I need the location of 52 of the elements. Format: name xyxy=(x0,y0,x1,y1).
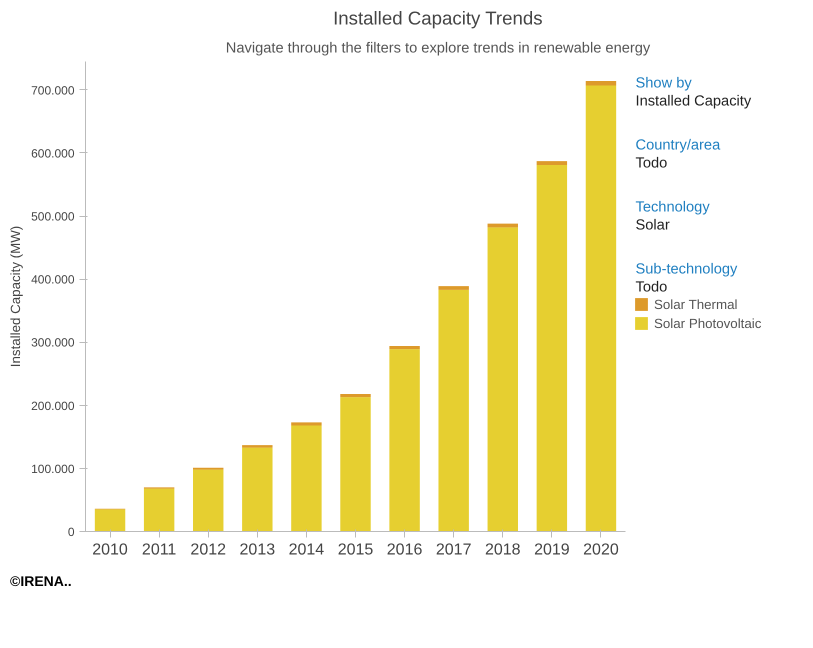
x-tick-label: 2010 xyxy=(92,542,128,558)
legend-label: Solar Photovoltaic xyxy=(654,316,762,330)
bar xyxy=(340,394,371,398)
text: Country/area xyxy=(636,138,722,154)
y-tick-label: 0 xyxy=(68,525,75,539)
bar xyxy=(488,227,518,532)
x-tick-label: 2020 xyxy=(583,542,619,558)
bar xyxy=(488,224,518,228)
legend-label: Solar Thermal xyxy=(654,296,738,312)
bar xyxy=(242,448,273,532)
x-tick-label: 2011 xyxy=(142,542,176,558)
bar xyxy=(536,161,568,165)
bar xyxy=(94,509,126,532)
bar xyxy=(291,422,322,426)
bar xyxy=(340,397,371,532)
bar xyxy=(242,445,273,448)
y-tick-label: 500.000 xyxy=(31,210,75,224)
x-tick-label: 2014 xyxy=(288,542,324,558)
bar xyxy=(193,470,224,532)
bar xyxy=(144,488,174,532)
text: Todo xyxy=(636,156,668,172)
y-axis-title: Installed Capacity (MW) xyxy=(8,226,24,368)
y-tick-label: 600.000 xyxy=(31,146,75,160)
y-tick-label: 200.000 xyxy=(31,398,75,413)
x-tick-label: 2015 xyxy=(338,542,374,558)
bar xyxy=(586,85,616,532)
bar xyxy=(389,346,420,350)
text: Todo xyxy=(636,280,668,296)
x-tick-label: 2013 xyxy=(240,542,276,558)
text: Technology xyxy=(636,200,710,216)
text: Sub-technology xyxy=(636,262,738,278)
x-tick-label: 2012 xyxy=(190,542,226,558)
bar xyxy=(536,164,568,532)
y-tick-label: 100.000 xyxy=(31,462,75,476)
x-tick-label: 2018 xyxy=(484,542,521,558)
x-tick-label: 2019 xyxy=(534,542,570,558)
bar xyxy=(438,290,469,532)
bar xyxy=(586,81,616,86)
text: ©IRENA.. xyxy=(10,573,72,589)
x-tick-label: 2016 xyxy=(386,542,422,558)
y-tick-label: 300.000 xyxy=(31,336,75,350)
bar xyxy=(438,286,469,290)
chart-subtitle: Navigate through the filters to explore trends in renewable energy xyxy=(226,40,651,56)
chart-title: Installed Capacity Trends xyxy=(333,8,543,28)
bar xyxy=(291,426,322,532)
bar xyxy=(389,349,420,532)
y-tick-label: 700.000 xyxy=(31,83,75,98)
y-tick-label: 400.000 xyxy=(31,272,75,287)
text: Installed Capacity xyxy=(636,94,752,110)
text: Solar xyxy=(636,218,670,234)
text: Show by xyxy=(636,76,692,92)
x-tick-label: 2017 xyxy=(436,542,472,558)
